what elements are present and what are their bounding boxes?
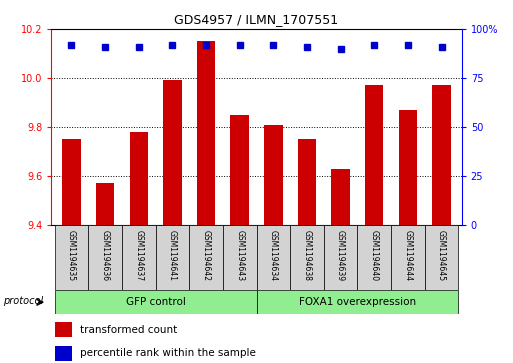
Title: GDS4957 / ILMN_1707551: GDS4957 / ILMN_1707551 <box>174 13 339 26</box>
Bar <box>62 139 81 225</box>
Bar <box>129 132 148 225</box>
Text: GSM1194644: GSM1194644 <box>403 230 412 281</box>
Bar <box>432 85 451 225</box>
Bar <box>230 115 249 225</box>
Bar <box>55 346 72 361</box>
Bar <box>256 290 458 314</box>
Bar <box>96 183 114 225</box>
Bar <box>324 225 358 290</box>
Text: protocol: protocol <box>3 296 43 306</box>
Text: GSM1194635: GSM1194635 <box>67 230 76 281</box>
Bar <box>256 225 290 290</box>
Bar <box>331 169 350 225</box>
Text: percentile rank within the sample: percentile rank within the sample <box>80 348 256 359</box>
Text: GSM1194643: GSM1194643 <box>235 230 244 281</box>
Bar <box>290 225 324 290</box>
Bar <box>399 110 417 225</box>
Bar <box>223 225 256 290</box>
Text: GSM1194639: GSM1194639 <box>336 230 345 281</box>
Bar <box>122 225 155 290</box>
Bar <box>425 225 458 290</box>
Bar <box>365 85 384 225</box>
Bar <box>358 225 391 290</box>
Text: GFP control: GFP control <box>126 297 186 307</box>
Bar <box>298 139 316 225</box>
Text: GSM1194640: GSM1194640 <box>370 230 379 281</box>
Bar <box>155 225 189 290</box>
Bar <box>55 322 72 338</box>
Bar <box>55 290 256 314</box>
Text: FOXA1 overexpression: FOXA1 overexpression <box>299 297 416 307</box>
Text: GSM1194641: GSM1194641 <box>168 230 177 281</box>
Text: GSM1194637: GSM1194637 <box>134 230 143 281</box>
Bar <box>88 225 122 290</box>
Bar <box>197 41 215 225</box>
Bar <box>391 225 425 290</box>
Text: GSM1194638: GSM1194638 <box>303 230 311 281</box>
Bar <box>189 225 223 290</box>
Bar <box>163 81 182 225</box>
Text: GSM1194634: GSM1194634 <box>269 230 278 281</box>
Text: GSM1194645: GSM1194645 <box>437 230 446 281</box>
Text: GSM1194636: GSM1194636 <box>101 230 110 281</box>
Text: transformed count: transformed count <box>80 325 177 335</box>
Text: GSM1194642: GSM1194642 <box>202 230 210 281</box>
Bar <box>264 125 283 225</box>
Bar <box>55 225 88 290</box>
